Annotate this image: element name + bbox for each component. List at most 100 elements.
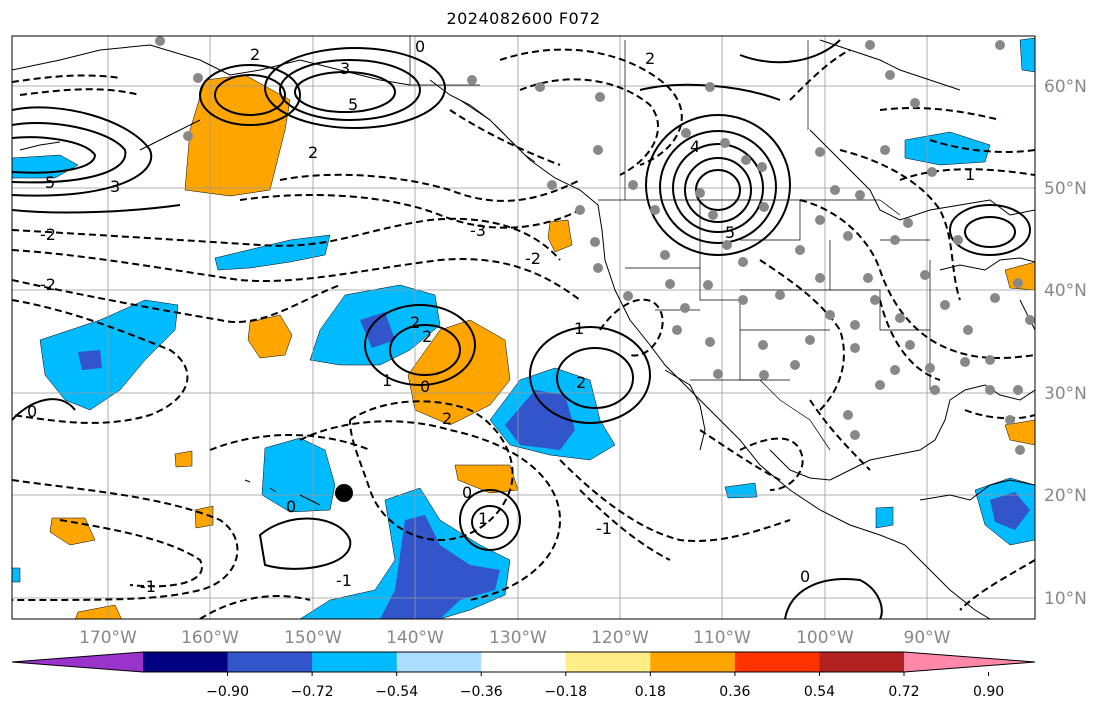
- strong-negative-region: [78, 350, 102, 370]
- colorbar-segment: [734, 652, 820, 672]
- contour-label: 2: [645, 49, 655, 68]
- colorbar-segment: [819, 652, 905, 672]
- lon-label: 150°W: [284, 628, 342, 648]
- map-panel: 0 2 3 5 2 3 -2 4 5 -3 -2 2 2 -2 1 2 0 2 …: [12, 36, 1035, 619]
- colorbar-tick-label: −0.54: [375, 684, 418, 700]
- contour-label: 2: [410, 313, 420, 332]
- negative-anomaly-region: [1019, 37, 1035, 73]
- lat-label: 10°N: [1044, 589, 1087, 609]
- negative-anomaly-region: [724, 482, 758, 499]
- lat-label: 60°N: [1044, 77, 1087, 97]
- contour-label: 2: [308, 143, 318, 162]
- colorbar-segment: [143, 652, 229, 672]
- coastlines: [12, 39, 1035, 619]
- contour-label: -1: [596, 519, 612, 538]
- contour-label: -3: [470, 221, 486, 240]
- contour-label: -1: [336, 571, 352, 590]
- strong-negative-region: [505, 390, 575, 450]
- lon-label: 160°W: [181, 628, 239, 648]
- contour-label: -2: [40, 275, 56, 294]
- positive-anomaly-region: [1004, 419, 1035, 446]
- lat-label: 20°N: [1044, 486, 1087, 506]
- colorbar-tick-label: −0.90: [206, 684, 249, 700]
- positive-anomaly-region: [174, 450, 193, 468]
- contour-label: 2: [442, 409, 452, 428]
- colorbar-tick-label: −0.18: [544, 684, 587, 700]
- political-borders: [409, 36, 931, 451]
- positive-anomaly-region: [247, 314, 293, 359]
- positive-anomaly-region: [547, 219, 573, 253]
- contour-label: 0: [800, 567, 810, 586]
- map-title: 2024082600 F072: [446, 9, 601, 28]
- colorbar-extend-min: [12, 652, 143, 672]
- contour-label: 0: [462, 483, 472, 502]
- contour-label: 1: [574, 319, 584, 338]
- colorbar-tick-label: 0.90: [973, 684, 1004, 700]
- colorbar-segment: [396, 652, 482, 672]
- contour-label: 3: [340, 59, 350, 78]
- negative-anomaly-region: [904, 131, 991, 166]
- contour-label: 0: [415, 37, 425, 56]
- lon-label: 120°W: [591, 628, 649, 648]
- station-dots: [155, 36, 1035, 455]
- negative-anomaly-region: [875, 506, 894, 529]
- contour-label: -2: [525, 249, 541, 268]
- strong-negative-region: [380, 515, 500, 619]
- colorbar-extend-max: [904, 652, 1035, 672]
- lon-label: 140°W: [386, 628, 444, 648]
- negative-anomaly-region: [12, 567, 21, 583]
- contour-label: 5: [45, 173, 55, 192]
- longitude-labels: 170°W 160°W 150°W 140°W 130°W 120°W 110°…: [79, 628, 951, 648]
- contour-labels: 0 2 3 5 2 3 -2 4 5 -3 -2 2 2 -2 1 2 0 2 …: [27, 37, 975, 596]
- colorbar-outline: [11, 651, 1036, 673]
- lat-label: 40°N: [1044, 281, 1087, 301]
- contour-label: 0: [27, 402, 37, 421]
- map-frame: [11, 35, 1036, 620]
- strong-negative-region: [990, 492, 1030, 530]
- colorbar-segment: [565, 652, 651, 672]
- solid-contours: [12, 39, 1031, 619]
- lat-label: 50°N: [1044, 179, 1087, 199]
- colorbar: [11, 651, 1036, 673]
- contour-label: 1: [965, 165, 975, 184]
- negative-anomaly-region: [261, 437, 336, 513]
- negative-anomaly-region: [214, 234, 331, 271]
- positive-anomaly-region: [75, 604, 122, 619]
- lon-label: 90°W: [904, 628, 951, 648]
- contour-label: 4: [690, 137, 700, 156]
- positive-anomaly-region: [184, 74, 291, 197]
- lon-label: 110°W: [693, 628, 751, 648]
- colorbar-tick-label: −0.72: [291, 684, 334, 700]
- dashed-contours: [12, 48, 1035, 619]
- colorbar-tick-label: 0.36: [719, 684, 750, 700]
- colorbar-tick-label: 0.18: [635, 684, 666, 700]
- contour-label: 2: [422, 327, 432, 346]
- lon-label: 100°W: [796, 628, 854, 648]
- contour-label: 5: [348, 95, 358, 114]
- strong-negative-region: [360, 312, 395, 348]
- latitude-labels: 60°N 50°N 40°N 30°N 20°N 10°N: [1044, 77, 1087, 609]
- storm-marker: [335, 484, 353, 502]
- contour-label: 5: [725, 223, 735, 242]
- lat-label: 30°N: [1044, 384, 1087, 404]
- contour-label: 2: [576, 373, 586, 392]
- negative-anomaly-region: [39, 299, 179, 411]
- colorbar-tick-label: −0.36: [460, 684, 503, 700]
- positive-anomaly-region: [1004, 261, 1035, 291]
- lon-label: 130°W: [489, 628, 547, 648]
- contour-label: -1: [140, 577, 156, 596]
- contour-label: 0: [286, 497, 296, 516]
- contour-label: 1: [478, 509, 488, 528]
- contour-label: 1: [382, 371, 392, 390]
- colorbar-segment: [227, 652, 313, 672]
- colorbar-segment: [481, 652, 567, 672]
- colorbar-segment: [312, 652, 398, 672]
- lon-label: 170°W: [79, 628, 137, 648]
- contour-label: 0: [420, 377, 430, 396]
- colorbar-segment: [650, 652, 736, 672]
- positive-anomaly-region: [454, 464, 519, 494]
- contour-label: 2: [250, 45, 260, 64]
- contour-label: -2: [40, 225, 56, 244]
- colorbar-tick-label: 0.72: [888, 684, 919, 700]
